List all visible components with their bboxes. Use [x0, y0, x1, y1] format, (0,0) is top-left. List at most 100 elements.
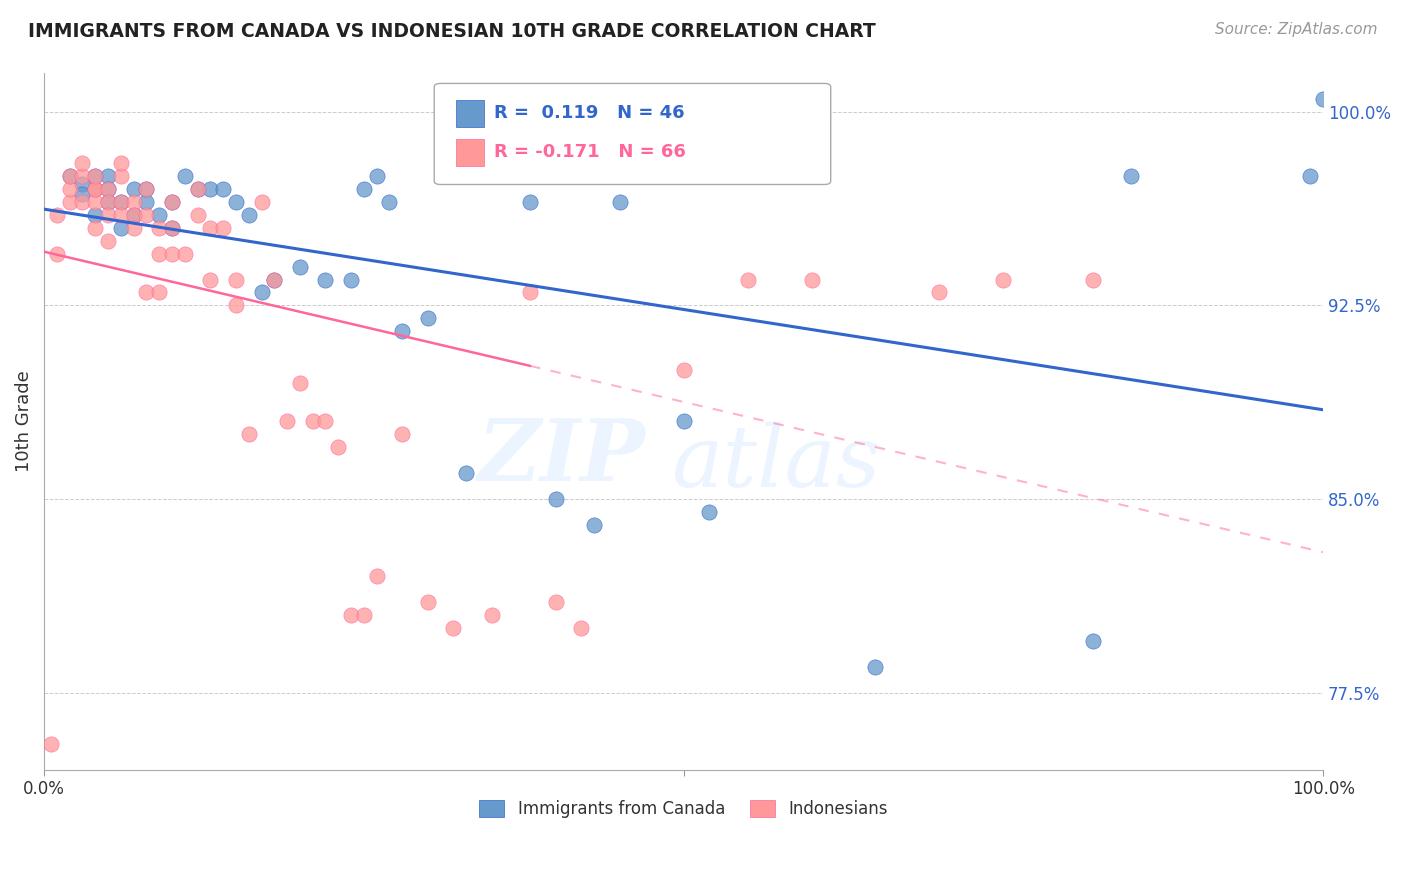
- Point: [160, 246, 183, 260]
- Point: [122, 220, 145, 235]
- Point: [200, 272, 222, 286]
- Text: R =  0.119   N = 46: R = 0.119 N = 46: [495, 104, 685, 122]
- Point: [328, 440, 350, 454]
- Point: [59, 169, 82, 184]
- Point: [135, 208, 157, 222]
- Point: [110, 208, 132, 222]
- Point: [84, 220, 107, 235]
- Point: [1121, 169, 1143, 184]
- Text: IMMIGRANTS FROM CANADA VS INDONESIAN 10TH GRADE CORRELATION CHART: IMMIGRANTS FROM CANADA VS INDONESIAN 10T…: [28, 22, 876, 41]
- Point: [519, 195, 541, 210]
- Point: [212, 220, 235, 235]
- Point: [72, 195, 94, 210]
- Text: ZIP: ZIP: [478, 415, 645, 498]
- Bar: [456, 139, 484, 166]
- Point: [225, 195, 247, 210]
- Point: [173, 169, 195, 184]
- Y-axis label: 10th Grade: 10th Grade: [15, 370, 32, 473]
- Point: [200, 182, 222, 196]
- Point: [315, 415, 337, 429]
- Point: [456, 466, 478, 480]
- Point: [288, 376, 311, 390]
- Point: [276, 415, 298, 429]
- Point: [122, 208, 145, 222]
- Point: [238, 427, 260, 442]
- Point: [110, 156, 132, 170]
- Point: [366, 169, 388, 184]
- Point: [737, 272, 759, 286]
- Point: [301, 415, 323, 429]
- Point: [544, 595, 567, 609]
- Point: [160, 195, 183, 210]
- Point: [160, 220, 183, 235]
- Point: [609, 195, 631, 210]
- Point: [97, 195, 120, 210]
- Point: [148, 220, 170, 235]
- Point: [1299, 169, 1322, 184]
- Text: R = -0.171   N = 66: R = -0.171 N = 66: [495, 144, 686, 161]
- Point: [1081, 272, 1104, 286]
- Point: [148, 246, 170, 260]
- Point: [225, 298, 247, 312]
- Point: [481, 608, 503, 623]
- Point: [263, 272, 285, 286]
- Point: [569, 621, 592, 635]
- Point: [250, 285, 273, 300]
- Point: [250, 195, 273, 210]
- Point: [416, 595, 439, 609]
- Point: [110, 195, 132, 210]
- Point: [340, 272, 363, 286]
- Point: [72, 169, 94, 184]
- Point: [39, 737, 62, 751]
- Point: [263, 272, 285, 286]
- Point: [378, 195, 401, 210]
- Point: [84, 195, 107, 210]
- Point: [84, 208, 107, 222]
- Point: [148, 208, 170, 222]
- Point: [200, 220, 222, 235]
- Point: [59, 169, 82, 184]
- Point: [110, 195, 132, 210]
- Point: [697, 505, 720, 519]
- Point: [110, 220, 132, 235]
- Point: [84, 169, 107, 184]
- Point: [173, 246, 195, 260]
- Point: [391, 427, 413, 442]
- Point: [583, 517, 606, 532]
- Point: [97, 182, 120, 196]
- Legend: Immigrants from Canada, Indonesians: Immigrants from Canada, Indonesians: [472, 793, 894, 824]
- Point: [993, 272, 1015, 286]
- Point: [72, 156, 94, 170]
- Point: [97, 208, 120, 222]
- Point: [84, 182, 107, 196]
- Point: [84, 182, 107, 196]
- Point: [122, 182, 145, 196]
- Point: [122, 195, 145, 210]
- Point: [288, 260, 311, 274]
- Point: [187, 208, 209, 222]
- Point: [97, 182, 120, 196]
- Text: Source: ZipAtlas.com: Source: ZipAtlas.com: [1215, 22, 1378, 37]
- Point: [340, 608, 363, 623]
- Point: [135, 195, 157, 210]
- Point: [84, 182, 107, 196]
- Bar: [456, 100, 484, 127]
- Point: [238, 208, 260, 222]
- Point: [84, 169, 107, 184]
- Point: [519, 285, 541, 300]
- Point: [544, 491, 567, 506]
- Point: [45, 246, 67, 260]
- Point: [353, 608, 375, 623]
- Point: [672, 363, 695, 377]
- Point: [135, 285, 157, 300]
- Point: [225, 272, 247, 286]
- Point: [672, 415, 695, 429]
- Point: [928, 285, 950, 300]
- Point: [353, 182, 375, 196]
- Point: [97, 169, 120, 184]
- Point: [72, 177, 94, 191]
- Point: [110, 169, 132, 184]
- Point: [187, 182, 209, 196]
- Point: [865, 659, 887, 673]
- Point: [391, 324, 413, 338]
